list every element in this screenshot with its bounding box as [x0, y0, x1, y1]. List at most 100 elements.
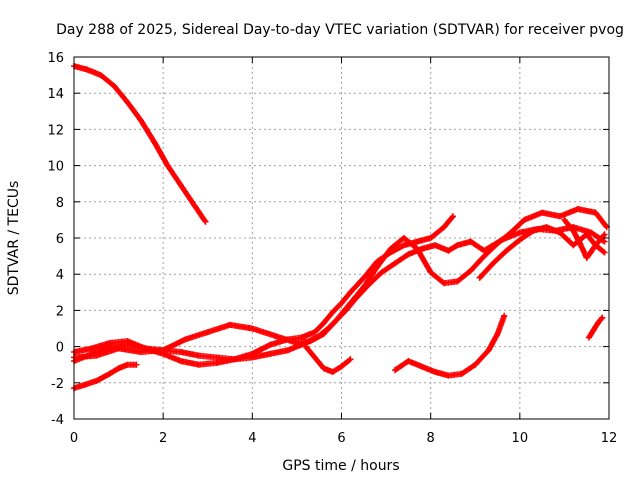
data-point	[432, 368, 439, 375]
data-point	[338, 300, 345, 307]
data-point	[458, 370, 465, 377]
data-point	[93, 352, 100, 359]
data-point	[178, 349, 184, 356]
data-point	[583, 254, 590, 261]
data-point	[427, 235, 434, 241]
y-tick-label: 16	[47, 51, 64, 66]
data-point	[574, 206, 581, 213]
data-point	[191, 202, 198, 209]
data-point	[503, 247, 510, 254]
data-point	[432, 242, 439, 249]
data-point	[360, 283, 367, 290]
x-tick-label: 0	[70, 431, 78, 446]
data-point	[320, 365, 327, 372]
data-point	[521, 216, 528, 223]
data-point	[427, 269, 434, 276]
data-point	[202, 218, 209, 225]
data-point	[311, 329, 318, 336]
data-point	[360, 274, 367, 281]
series-arc-7	[392, 312, 508, 379]
data-point	[441, 280, 448, 287]
data-point	[213, 359, 220, 366]
y-tick-label: 12	[47, 123, 64, 138]
data-point	[347, 356, 354, 363]
data-point	[285, 347, 291, 354]
data-point	[516, 236, 523, 243]
data-point	[267, 350, 274, 357]
y-tick-label: 0	[56, 341, 64, 356]
data-point	[106, 339, 113, 346]
series-arc-9	[585, 314, 606, 341]
data-point	[441, 224, 448, 231]
data-point	[249, 350, 256, 357]
data-point	[84, 66, 91, 73]
data-point	[556, 213, 563, 220]
data-point	[594, 320, 601, 327]
data-point	[601, 238, 608, 245]
data-point	[507, 229, 514, 236]
data-point	[151, 139, 158, 146]
data-point	[374, 263, 381, 270]
data-point	[494, 330, 501, 337]
data-point	[530, 227, 537, 234]
data-point	[400, 235, 407, 241]
data-point	[164, 162, 171, 169]
series-arc-10	[561, 216, 608, 261]
data-point	[137, 117, 144, 124]
data-point	[231, 356, 238, 363]
data-point	[137, 349, 144, 356]
x-tick-label: 4	[248, 431, 256, 446]
data-point	[481, 253, 488, 260]
data-point	[329, 309, 336, 316]
data-point	[227, 321, 234, 328]
data-point	[405, 358, 412, 365]
data-point	[97, 72, 104, 79]
y-tick-label: -2	[51, 377, 64, 392]
data-point	[160, 347, 167, 354]
data-point	[590, 327, 597, 334]
x-tick-label: 2	[159, 431, 167, 446]
data-point	[467, 267, 474, 274]
data-point	[472, 361, 479, 368]
data-point	[490, 260, 497, 267]
y-tick-label: 14	[47, 87, 64, 102]
data-point	[249, 325, 256, 332]
data-point	[334, 316, 341, 323]
series-arc-5	[71, 206, 610, 361]
data-point	[195, 352, 202, 359]
data-point	[454, 242, 461, 249]
data-point	[583, 231, 590, 238]
data-point	[124, 99, 131, 106]
y-tick-label: 2	[56, 304, 64, 319]
data-point	[133, 361, 140, 368]
data-point	[601, 231, 608, 238]
data-point	[195, 361, 202, 368]
data-point	[93, 377, 100, 384]
data-point	[115, 365, 122, 372]
data-point	[320, 330, 327, 337]
x-axis-label: GPS time / hours	[282, 458, 399, 474]
x-tick-label: 10	[512, 431, 529, 446]
axis-ticks: 0 2 4 6 8 10 12 -4 -2 0 2 4 6 8 10 12 14 16	[47, 51, 617, 446]
data-point	[476, 274, 483, 281]
y-axis-label: SDTVAR / TECUs	[6, 181, 22, 296]
data-point	[347, 289, 354, 296]
data-point	[601, 249, 608, 256]
data-point	[599, 314, 606, 321]
x-tick-label: 12	[601, 431, 618, 446]
y-tick-label: -4	[51, 413, 64, 428]
chart-title: Day 288 of 2025, Sidereal Day-to-day VTE…	[56, 22, 624, 38]
data-point	[124, 361, 131, 368]
data-point	[111, 82, 118, 89]
data-point	[213, 354, 220, 361]
data-point	[124, 338, 131, 345]
data-point	[378, 269, 385, 276]
data-point	[338, 363, 345, 370]
data-point	[82, 381, 89, 388]
y-tick-label: 4	[56, 268, 64, 283]
data-point	[414, 245, 421, 252]
data-point	[501, 312, 508, 319]
x-tick-label: 6	[337, 431, 345, 446]
data-point	[543, 224, 550, 231]
